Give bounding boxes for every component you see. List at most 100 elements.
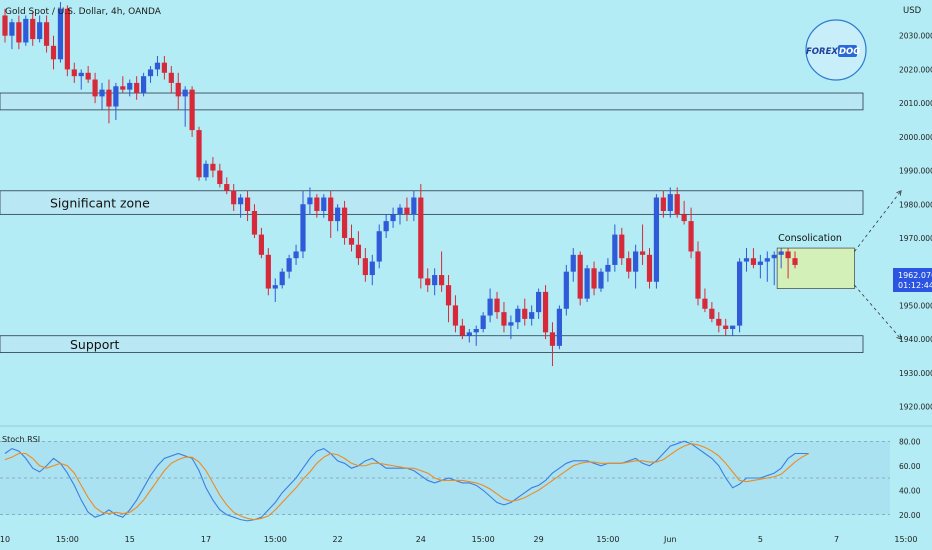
candle-body — [764, 258, 770, 262]
candle-body — [134, 82, 140, 94]
candle-body — [300, 204, 306, 252]
projection-up — [854, 190, 902, 252]
price-tick-label: 1920.000 — [899, 403, 932, 412]
candle-body — [369, 261, 375, 276]
candle-body — [251, 211, 258, 235]
candle-body — [570, 254, 576, 272]
candle-body — [258, 234, 265, 255]
time-tick-label: 7 — [834, 535, 839, 544]
annotation-layer — [854, 190, 902, 340]
price-tick-label: 1950.000 — [899, 301, 932, 310]
candle-body — [2, 15, 8, 36]
time-tick-label: 15:00 — [264, 535, 287, 544]
candle-body — [563, 271, 569, 309]
logo-text-forex: FOREX — [806, 47, 838, 57]
last-price: 1962.070 — [898, 271, 932, 280]
candle-body — [272, 285, 278, 289]
price-tick-label: 1930.000 — [899, 369, 932, 378]
candle-body — [113, 86, 119, 107]
time-tick-label: 15:00 — [894, 535, 917, 544]
candle-body — [127, 82, 133, 90]
price-tick-label: 2010.000 — [899, 99, 932, 108]
candle-body — [175, 82, 181, 97]
time-tick-label: 24 — [416, 535, 426, 544]
candle-body — [418, 197, 424, 279]
candle-body — [64, 8, 70, 70]
candle-body — [50, 45, 57, 60]
stoch-tick-label: 80.00 — [899, 437, 921, 446]
candle-body — [639, 251, 646, 255]
logo-text-dog: DOG — [839, 47, 860, 57]
candle-body — [383, 221, 389, 232]
logo-circle — [805, 19, 867, 81]
stoch-line-d — [4, 443, 810, 521]
time-tick-label: 15:00 — [596, 535, 619, 544]
projection-arrowhead — [896, 334, 902, 340]
last-price-tag[interactable]: 1962.070 01:12:44 — [893, 268, 932, 292]
candle-body — [688, 221, 694, 252]
candle-body — [30, 18, 36, 40]
candle-body — [397, 207, 403, 215]
candle-body — [438, 275, 445, 286]
candle-body — [120, 86, 126, 90]
candle-body — [203, 163, 209, 178]
candle-body — [681, 214, 687, 222]
candle-body — [43, 22, 50, 46]
candle-body — [307, 197, 313, 205]
chart-title: Gold Spot / U.S. Dollar, 4h, OANDA — [5, 7, 162, 17]
candle-body — [743, 258, 750, 262]
candle-body — [633, 251, 639, 272]
candle-body — [189, 89, 195, 131]
candle-body — [605, 264, 611, 272]
candle-body — [71, 69, 77, 77]
axes-layer: 1920.0001930.0001940.0001950.0001960.000… — [0, 32, 932, 544]
candle-body — [785, 251, 791, 259]
candle-body — [549, 332, 556, 346]
candle-body — [515, 308, 521, 323]
candle-body — [265, 254, 271, 289]
candle-body — [612, 234, 618, 265]
candle-body — [210, 163, 216, 171]
price-tag-box — [893, 268, 932, 292]
candle-body — [314, 197, 320, 211]
candle-body — [709, 308, 715, 319]
candle-body — [244, 197, 251, 211]
price-tick-label: 1970.000 — [899, 234, 932, 243]
time-tick-label: 22 — [333, 535, 343, 544]
candle-body — [792, 258, 798, 265]
candle-body — [286, 258, 292, 272]
candle-body — [168, 72, 174, 83]
candle-body — [771, 254, 777, 259]
time-tick-label: 17 — [201, 535, 211, 544]
candle-body — [432, 275, 438, 286]
candle-body — [653, 197, 660, 282]
candle-body — [321, 197, 327, 211]
candle-body — [9, 22, 15, 36]
candle-body — [425, 278, 431, 286]
time-tick-label: 15:00 — [472, 535, 495, 544]
stoch-rsi-title: Stoch RSI — [2, 435, 40, 444]
candle-body — [404, 207, 410, 215]
candle-body — [231, 190, 237, 205]
forexdog-logo: FOREX DOG — [805, 19, 867, 81]
candle-body — [147, 69, 154, 77]
candle-body — [667, 194, 673, 211]
candle-body — [494, 298, 500, 313]
candle-body — [376, 231, 382, 262]
candle-body — [459, 325, 465, 336]
zone-label-2: Support — [70, 337, 120, 352]
candle-body — [556, 308, 562, 346]
candle-body — [37, 22, 43, 40]
candle-body — [473, 328, 479, 333]
candle-body — [591, 268, 597, 289]
time-tick-label: 15 — [125, 535, 135, 544]
time-tick-label: 29 — [534, 535, 544, 544]
candle-body — [660, 197, 666, 211]
candle-body — [702, 298, 708, 309]
candle-body — [141, 76, 147, 94]
stoch-rsi-pane — [0, 440, 890, 522]
candle-body — [536, 291, 542, 313]
candle-body — [279, 271, 285, 286]
candle-body — [466, 332, 472, 336]
